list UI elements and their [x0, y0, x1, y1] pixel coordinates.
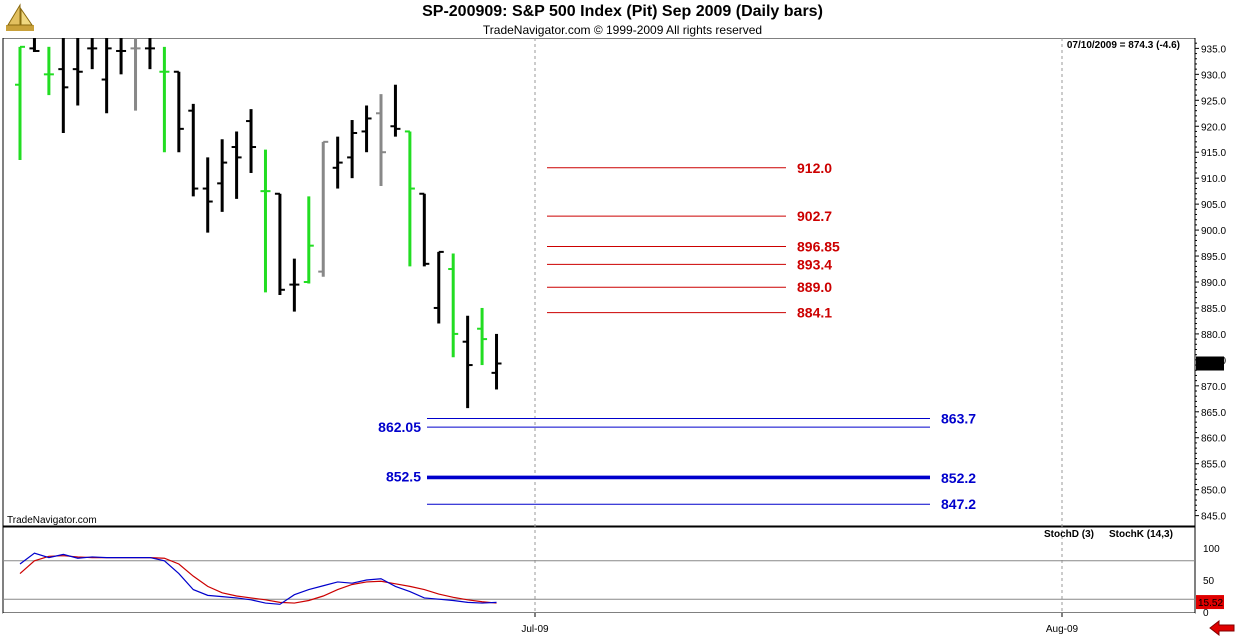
- ohlc-bar: [246, 109, 257, 173]
- date-axis-band: [3, 613, 1195, 640]
- ohlc-bar: [318, 140, 329, 277]
- price-tick-label: 845.0: [1201, 512, 1226, 523]
- ohlc-bar: [491, 333, 502, 390]
- date-tick-label: Aug-09: [1046, 624, 1079, 635]
- price-tick-label: 920.0: [1201, 122, 1226, 133]
- ohlc-bar: [448, 253, 459, 358]
- price-tick-label: 870.0: [1201, 382, 1226, 393]
- ohlc-bar: [289, 258, 300, 312]
- stoch-tick-label: 100: [1203, 544, 1220, 555]
- ohlc-bar: [477, 307, 488, 366]
- ohlc-bar: [58, 38, 69, 134]
- chart-subtitle: TradeNavigator.com © 1999-2009 All right…: [482, 23, 763, 37]
- price-level-label: 852.5: [386, 469, 421, 485]
- ohlc-bar: [159, 46, 170, 153]
- ohlc-bar: [303, 196, 314, 284]
- price-level-label: 893.4: [797, 256, 832, 272]
- stoch-k-line: [19, 552, 497, 605]
- ohlc-bar: [361, 105, 372, 153]
- price-level-label: 863.7: [941, 411, 976, 427]
- price-level-label: 884.1: [797, 305, 832, 321]
- ohlc-bar: [376, 94, 386, 186]
- ohlc-bar: [144, 38, 155, 70]
- ohlc-bar: [347, 120, 358, 179]
- price-level-label: 862.05: [378, 419, 421, 435]
- price-level-label: 847.2: [941, 496, 976, 512]
- ohlc-bar: [87, 38, 98, 70]
- price-tick-label: 930.0: [1201, 70, 1226, 81]
- ohlc-bar: [274, 192, 285, 295]
- stoch-value-tag-bg: [1196, 595, 1224, 610]
- stoch-tick-label: 50: [1203, 576, 1215, 587]
- ohlc-bar: [15, 45, 25, 160]
- ohlc-bar: [390, 84, 401, 137]
- sailboat-logo-icon: [6, 3, 34, 31]
- ohlc-bar: [72, 38, 83, 106]
- ohlc-bar: [188, 103, 199, 197]
- info-box: 07/10/2009 = 874.3 (-4.6): [1067, 40, 1180, 51]
- price-tick-label: 900.0: [1201, 226, 1226, 237]
- ohlc-bar: [462, 315, 473, 409]
- legend-stoch-k: StochK (14,3): [1109, 529, 1173, 540]
- price-tick-label: 910.0: [1201, 174, 1226, 185]
- price-level-label: 912.0: [797, 160, 832, 176]
- ohlc-bar: [419, 192, 430, 267]
- ohlc-bar: [130, 38, 141, 111]
- ohlc-bar: [332, 136, 343, 189]
- ohlc-bar: [116, 38, 127, 75]
- legend-stoch-d: StochD (3): [1044, 529, 1094, 540]
- ohlc-bar: [101, 38, 112, 114]
- price-tick-label: 895.0: [1201, 252, 1226, 263]
- price-level-label: 896.85: [797, 238, 840, 254]
- price-level-label: 902.7: [797, 208, 832, 224]
- price-level-label: 889.0: [797, 279, 832, 295]
- price-tick-label: 885.0: [1201, 304, 1226, 315]
- chart-header: SP-200909: S&P 500 Index (Pit) Sep 2009 …: [0, 0, 1245, 38]
- watermark: TradeNavigator.com: [7, 515, 97, 526]
- last-price-tag-bg: [1196, 356, 1224, 371]
- ohlc-bar: [29, 38, 40, 53]
- price-tick-label: 905.0: [1201, 200, 1226, 211]
- ohlc-bar: [433, 250, 444, 324]
- last-price-tag: 874.3: [1198, 360, 1223, 371]
- ohlc-bar: [217, 139, 228, 212]
- ohlc-bar: [173, 70, 184, 153]
- price-level-label: 852.2: [941, 470, 976, 486]
- price-tick-label: 925.0: [1201, 96, 1226, 107]
- chart-title: SP-200909: S&P 500 Index (Pit) Sep 2009 …: [422, 3, 823, 20]
- date-tick-label: Jul-09: [521, 624, 549, 635]
- stoch-value-tag: 15.52: [1198, 598, 1223, 609]
- price-tick-label: 865.0: [1201, 408, 1226, 419]
- ohlc-bar: [202, 157, 213, 233]
- price-tick-label: 855.0: [1201, 460, 1226, 471]
- price-tick-label: 915.0: [1201, 148, 1226, 159]
- price-tick-label: 890.0: [1201, 278, 1226, 289]
- ohlc-bar: [231, 131, 242, 199]
- stoch-tick-label: 0: [1203, 608, 1209, 619]
- ohlc-bar: [404, 130, 415, 267]
- ohlc-bar: [43, 46, 54, 96]
- scroll-left-arrow-icon[interactable]: [1208, 620, 1236, 636]
- price-tick-label: 880.0: [1201, 330, 1226, 341]
- price-tick-label: 850.0: [1201, 486, 1226, 497]
- price-tick-label: 935.0: [1201, 44, 1226, 55]
- price-tick-label: 860.0: [1201, 434, 1226, 445]
- ohlc-bar: [260, 149, 271, 293]
- stochastic-panel-frame: [2, 526, 1196, 614]
- price-panel-frame: [2, 37, 1196, 527]
